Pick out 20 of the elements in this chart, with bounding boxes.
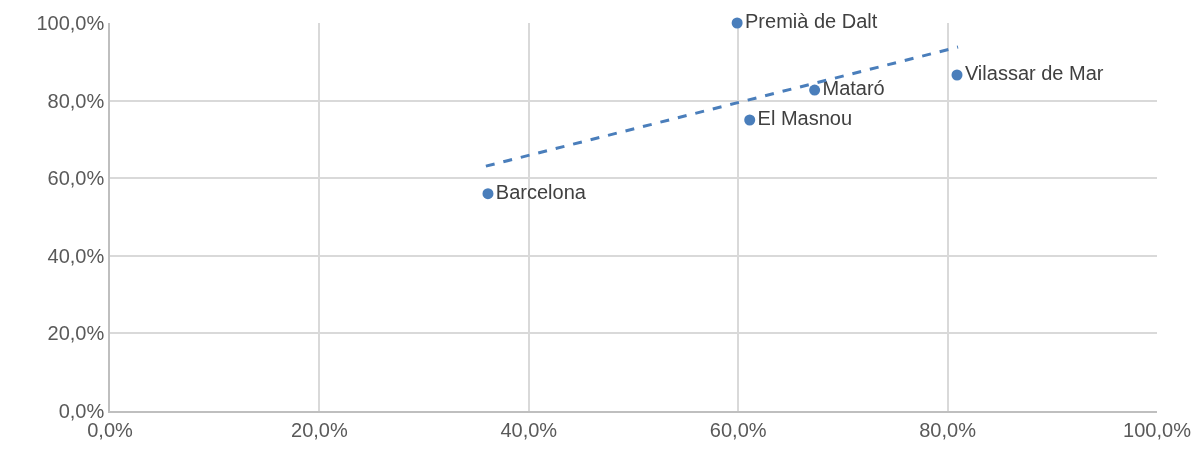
x-tick-label: 20,0%: [291, 418, 348, 441]
point: [731, 17, 743, 29]
x-tick-label: 40,0%: [500, 418, 558, 441]
y-tick-label: 80,0%: [47, 89, 105, 112]
series-label: Premià de Dalt: [745, 10, 878, 32]
y-tick-label: 40,0%: [47, 244, 105, 267]
series-label: Barcelona: [495, 180, 587, 203]
series-label: Mataró: [822, 77, 885, 100]
series-label: Vilassar de Mar: [964, 61, 1104, 84]
x-tick-label: 60,0%: [709, 418, 767, 441]
y-tick-label: 20,0%: [47, 322, 105, 345]
point: [482, 188, 494, 200]
y-tick-label: 100,0%: [36, 12, 105, 34]
y-tick-label: 60,0%: [47, 167, 105, 190]
point: [809, 84, 821, 96]
point: [951, 69, 963, 81]
x-tick-label: 100,0%: [1123, 418, 1192, 441]
point: [744, 114, 756, 126]
x-tick-label: 80,0%: [919, 418, 977, 441]
series-label: El Masnou: [757, 107, 853, 129]
